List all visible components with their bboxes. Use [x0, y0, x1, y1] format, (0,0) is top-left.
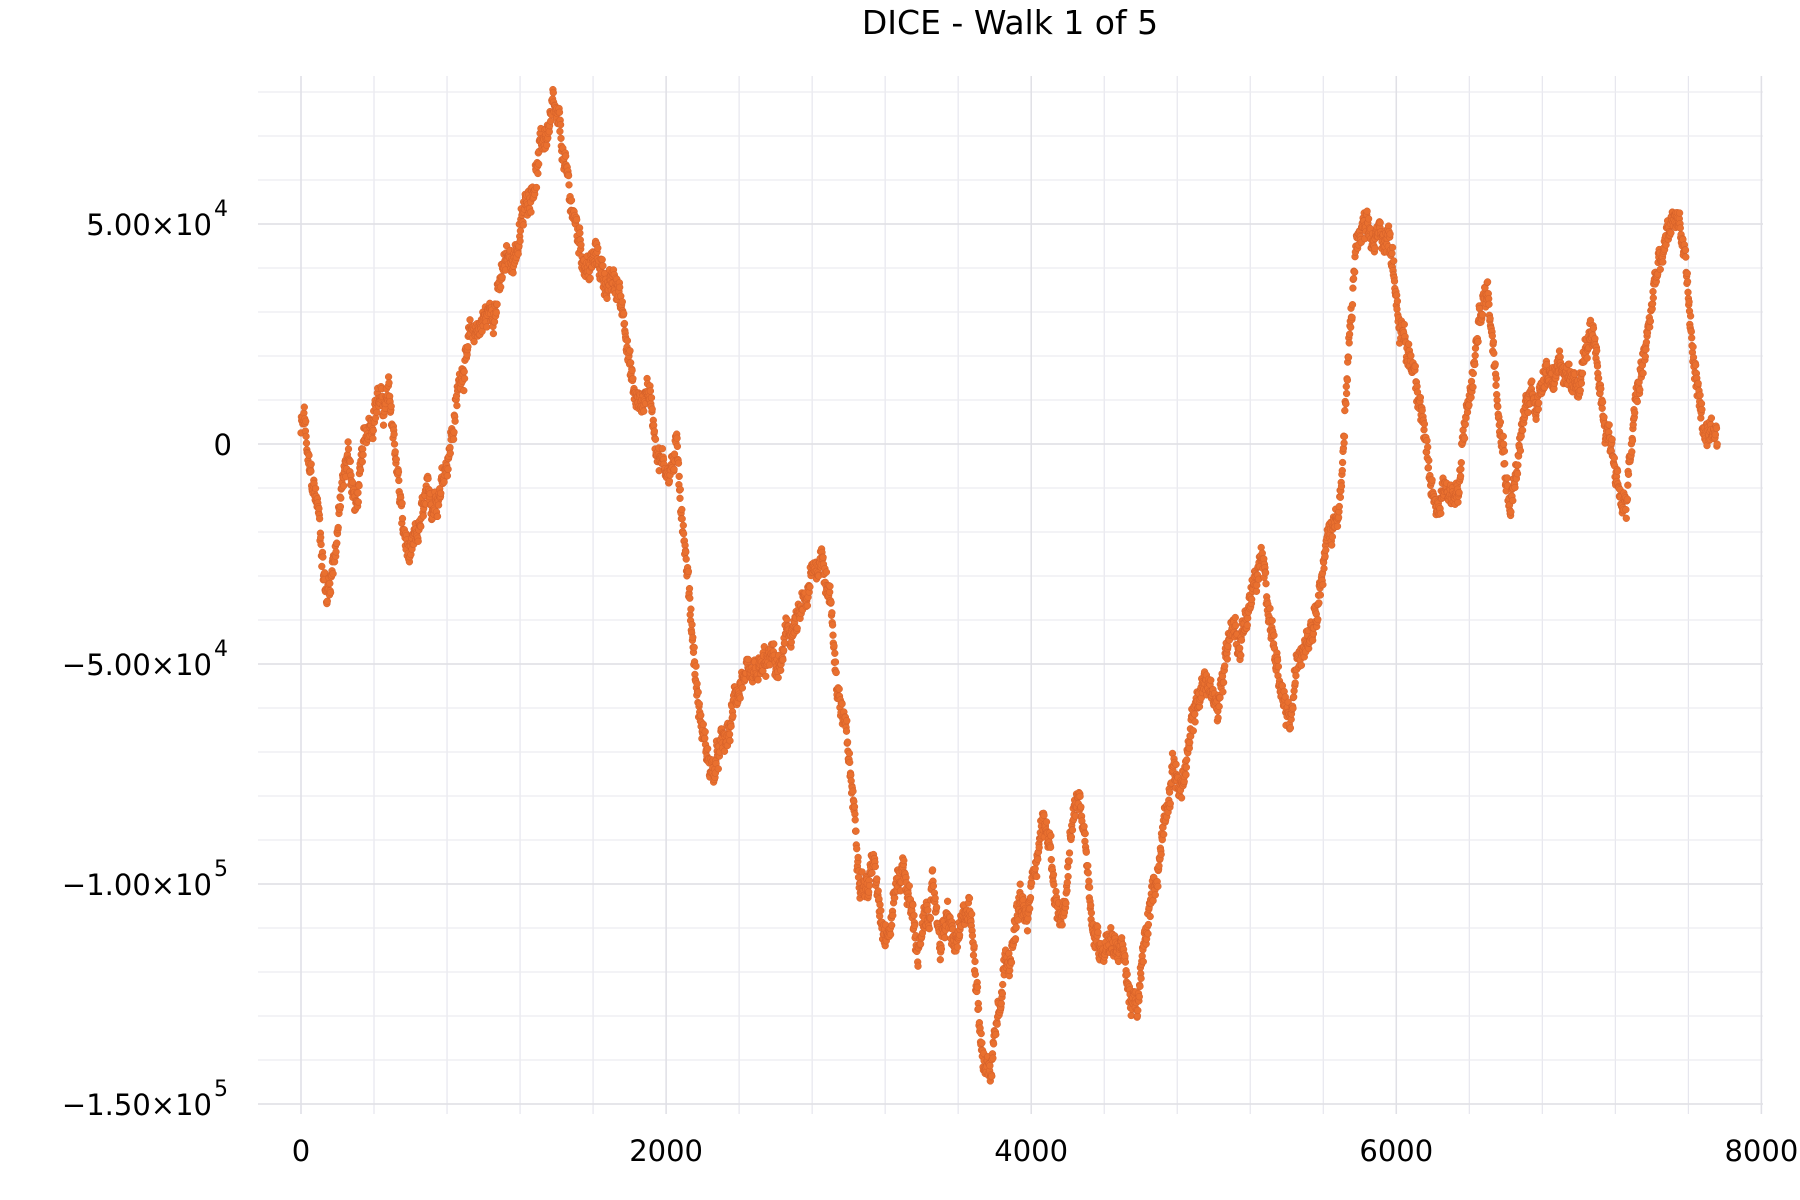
- y-tick-label: −1.00×10: [62, 868, 212, 902]
- x-tick-label: 2000: [629, 1134, 703, 1168]
- scatter-series-walk-1: [297, 85, 1721, 1085]
- chart-title: DICE - Walk 1 of 5: [862, 3, 1158, 42]
- y-tick-exponent: 4: [214, 637, 228, 662]
- x-tick-label: 4000: [994, 1134, 1068, 1168]
- y-tick-label: 5.00×10: [86, 208, 212, 242]
- major-gridlines: [258, 76, 1763, 1114]
- x-tick-label: 8000: [1724, 1134, 1798, 1168]
- y-tick-exponent: 4: [214, 197, 228, 222]
- x-tick-label: 0: [292, 1134, 310, 1168]
- y-axis-tick-labels: 5.00×10 40−5.00×10 4−1.00×10 5−1.50×10 5: [62, 197, 232, 1122]
- x-axis-tick-labels: 0 2000 4000 6000 8000: [292, 1134, 1799, 1168]
- y-tick-label: −5.00×10: [62, 648, 212, 682]
- y-tick-exponent: 5: [214, 857, 228, 882]
- y-tick-exponent: 5: [214, 1077, 228, 1102]
- y-tick-label: 0: [214, 428, 232, 462]
- x-tick-label: 6000: [1359, 1134, 1433, 1168]
- y-tick-label: −1.50×10: [62, 1088, 212, 1122]
